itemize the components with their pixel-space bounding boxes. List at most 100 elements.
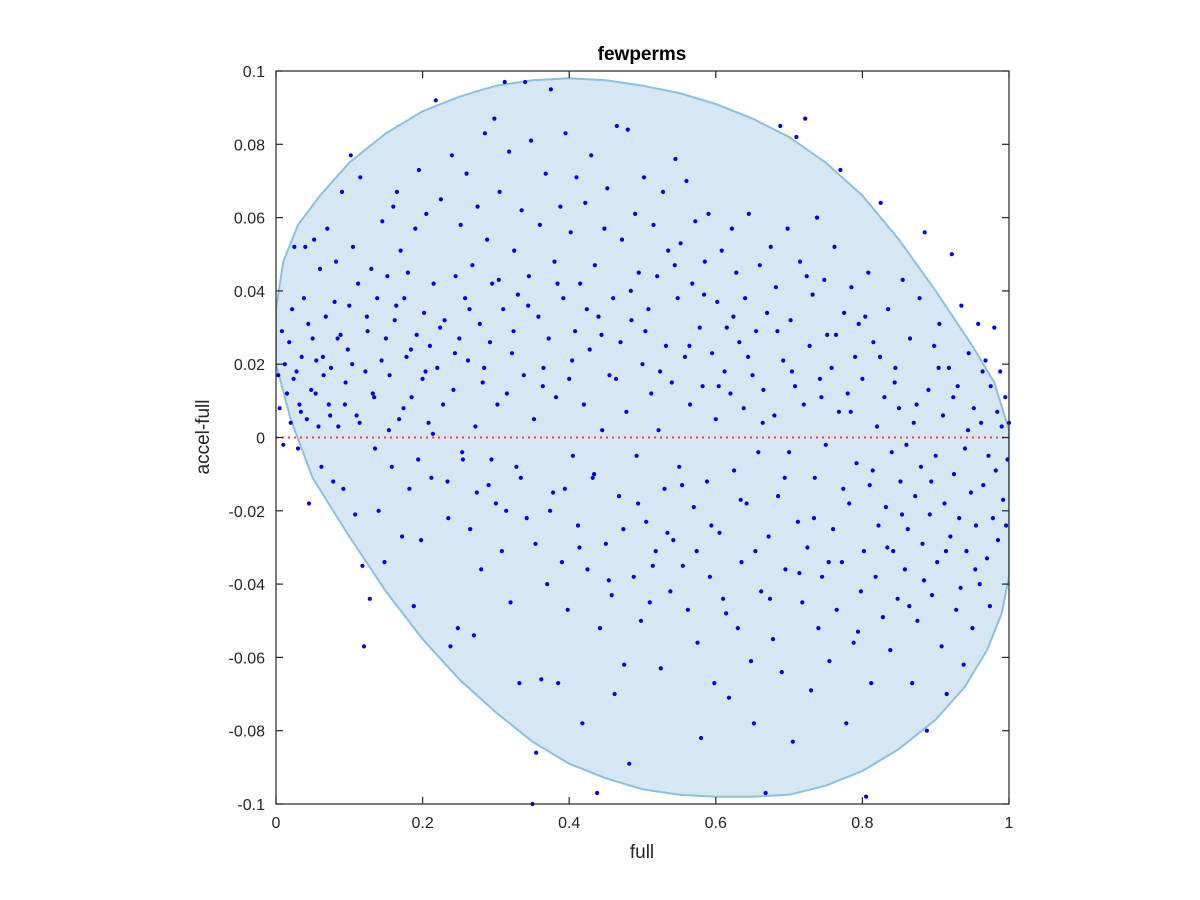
data-point — [933, 453, 938, 458]
data-point — [759, 589, 764, 594]
data-point — [394, 189, 399, 194]
data-point — [643, 329, 648, 334]
data-point — [756, 450, 761, 455]
data-point — [446, 516, 451, 521]
data-point — [783, 567, 788, 572]
data-point — [453, 274, 458, 279]
data-point — [785, 226, 790, 231]
data-point — [726, 695, 732, 700]
data-point — [306, 501, 312, 506]
data-point — [508, 600, 513, 605]
data-point — [460, 450, 465, 455]
data-point — [606, 578, 611, 583]
data-point — [896, 406, 902, 411]
data-point — [856, 321, 861, 326]
data-point — [829, 365, 834, 370]
data-point — [463, 296, 468, 301]
data-point — [314, 358, 319, 363]
data-point — [943, 549, 949, 554]
data-point — [320, 354, 325, 359]
data-point — [482, 365, 487, 370]
data-point — [826, 560, 831, 565]
data-point — [612, 691, 617, 697]
data-point — [951, 472, 957, 477]
data-point — [442, 318, 447, 323]
data-point — [781, 358, 786, 363]
data-point — [379, 358, 384, 363]
x-tick-label: 0.4 — [558, 815, 580, 832]
data-point — [570, 358, 575, 363]
data-point — [883, 505, 889, 510]
data-point — [763, 790, 768, 796]
data-point — [304, 417, 309, 422]
data-point — [448, 644, 453, 649]
y-tick-label: -0.1 — [237, 797, 265, 814]
data-point — [438, 325, 443, 330]
data-point — [555, 281, 560, 286]
data-point — [331, 479, 336, 484]
data-point — [398, 248, 403, 253]
data-point — [688, 402, 693, 407]
data-point — [889, 450, 894, 455]
data-point — [854, 461, 859, 466]
data-point — [526, 303, 531, 308]
data-point — [455, 626, 460, 631]
data-point — [702, 292, 707, 297]
data-point — [760, 420, 765, 425]
data-point — [501, 307, 506, 312]
data-point — [805, 545, 810, 550]
data-point — [587, 347, 592, 352]
data-point — [358, 175, 363, 180]
data-point — [597, 626, 603, 631]
data-point — [353, 512, 358, 517]
data-point — [715, 299, 720, 304]
data-point — [306, 321, 311, 326]
data-point — [599, 332, 604, 337]
data-point — [772, 413, 777, 418]
data-point — [298, 409, 303, 414]
data-point — [959, 303, 964, 308]
data-point — [716, 384, 721, 389]
data-point — [810, 292, 815, 297]
data-point — [383, 336, 388, 341]
data-point — [607, 373, 612, 378]
data-point — [907, 336, 913, 341]
data-point — [949, 252, 954, 257]
data-point — [596, 314, 601, 319]
x-tick-label: 0.8 — [851, 815, 873, 832]
data-point — [710, 351, 715, 356]
data-point — [691, 505, 696, 510]
data-point — [983, 358, 988, 363]
data-point — [713, 417, 718, 422]
data-point — [372, 395, 377, 400]
data-point — [633, 211, 638, 216]
data-point — [334, 259, 339, 264]
data-point — [467, 307, 472, 312]
data-point — [895, 596, 900, 601]
data-point — [712, 681, 717, 686]
data-point — [609, 593, 614, 598]
data-point — [465, 358, 471, 363]
data-point — [426, 420, 431, 425]
data-point — [694, 549, 699, 554]
data-point — [860, 376, 865, 381]
data-point — [502, 79, 507, 85]
data-point — [738, 497, 743, 502]
data-point — [767, 596, 773, 601]
data-point — [490, 281, 495, 286]
data-point — [876, 523, 881, 528]
data-point — [310, 336, 315, 341]
data-point — [707, 574, 713, 579]
data-point — [614, 376, 619, 381]
data-point — [851, 640, 856, 645]
data-point — [678, 241, 683, 246]
data-point — [980, 369, 985, 374]
data-point — [640, 362, 645, 367]
data-point — [765, 310, 770, 315]
data-point — [820, 574, 825, 579]
data-point — [878, 200, 883, 205]
data-point — [348, 153, 353, 158]
data-point — [979, 420, 984, 425]
data-point — [761, 387, 766, 392]
data-point — [871, 340, 876, 345]
